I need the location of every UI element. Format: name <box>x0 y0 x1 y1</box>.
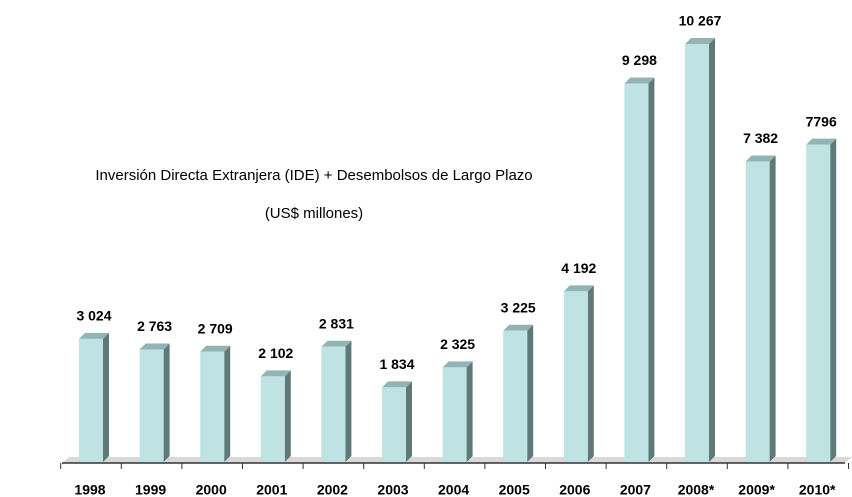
value-label: 9 298 <box>622 52 657 68</box>
x-tick-label: 2007 <box>620 482 651 497</box>
x-tick-label: 2004 <box>438 482 469 497</box>
value-label: 4 192 <box>561 260 596 276</box>
value-label: 2 831 <box>319 315 354 331</box>
bar-top <box>685 38 715 44</box>
value-label: 2 102 <box>258 345 293 361</box>
bar <box>321 346 346 462</box>
bar-side <box>769 155 776 462</box>
x-tick-label: 2008* <box>678 482 715 497</box>
value-label: 3 225 <box>501 299 536 315</box>
value-label: 2 325 <box>440 336 475 352</box>
x-tick-label: 2005 <box>499 482 530 497</box>
x-tick-label: 2003 <box>377 482 408 497</box>
x-tick-label: 2006 <box>559 482 590 497</box>
bar <box>685 44 709 462</box>
bar <box>624 83 649 462</box>
x-tick-label: 2009* <box>738 482 775 497</box>
bar <box>442 367 467 462</box>
bar-side <box>103 332 109 462</box>
bar-side <box>224 345 231 462</box>
value-label: 1 834 <box>379 356 414 372</box>
bar-top <box>382 381 412 388</box>
bar-side <box>345 340 352 462</box>
bar <box>260 376 285 462</box>
chart-title: Inversión Directa Extranjera (IDE) + Des… <box>95 167 532 184</box>
value-label: 10 267 <box>679 13 722 29</box>
bar-top <box>563 285 594 292</box>
bar-side <box>466 361 473 462</box>
bar-side <box>284 370 291 462</box>
bar <box>382 387 406 462</box>
bar <box>806 144 831 462</box>
bar <box>79 338 103 462</box>
x-tick-label: 2001 <box>256 482 287 497</box>
bar <box>745 161 770 462</box>
x-tick-label: 2002 <box>317 482 348 497</box>
bar-side <box>587 285 594 462</box>
value-label: 3 024 <box>76 308 111 324</box>
x-tick-label: 1999 <box>135 482 166 497</box>
bar-top <box>503 324 534 331</box>
x-tick-label: 2000 <box>196 482 227 497</box>
bar-top <box>745 155 776 162</box>
bar <box>200 351 225 462</box>
bar-top <box>442 361 473 368</box>
value-label: 7796 <box>806 113 837 129</box>
bar-top <box>624 77 655 84</box>
bar-top <box>200 345 231 352</box>
bar-top <box>79 332 109 339</box>
bar-top <box>260 370 291 377</box>
bar-top <box>806 138 837 145</box>
x-tick-label: 2010* <box>799 482 836 497</box>
bar-top <box>321 340 352 347</box>
bar <box>503 330 528 462</box>
x-tick-label: 1998 <box>74 482 105 497</box>
bar-side <box>830 138 837 462</box>
chart-subtitle: (US$ millones) <box>265 205 363 222</box>
bar-side <box>406 381 412 462</box>
bar-side <box>648 77 655 462</box>
value-label: 2 709 <box>198 320 233 336</box>
bar-side <box>709 38 715 462</box>
bar-side <box>527 324 534 462</box>
bar <box>139 349 164 462</box>
bar-top <box>139 343 170 350</box>
value-label: 2 763 <box>137 318 172 334</box>
bar-side <box>163 343 170 462</box>
value-label: 7 382 <box>743 130 778 146</box>
bar <box>563 291 588 462</box>
